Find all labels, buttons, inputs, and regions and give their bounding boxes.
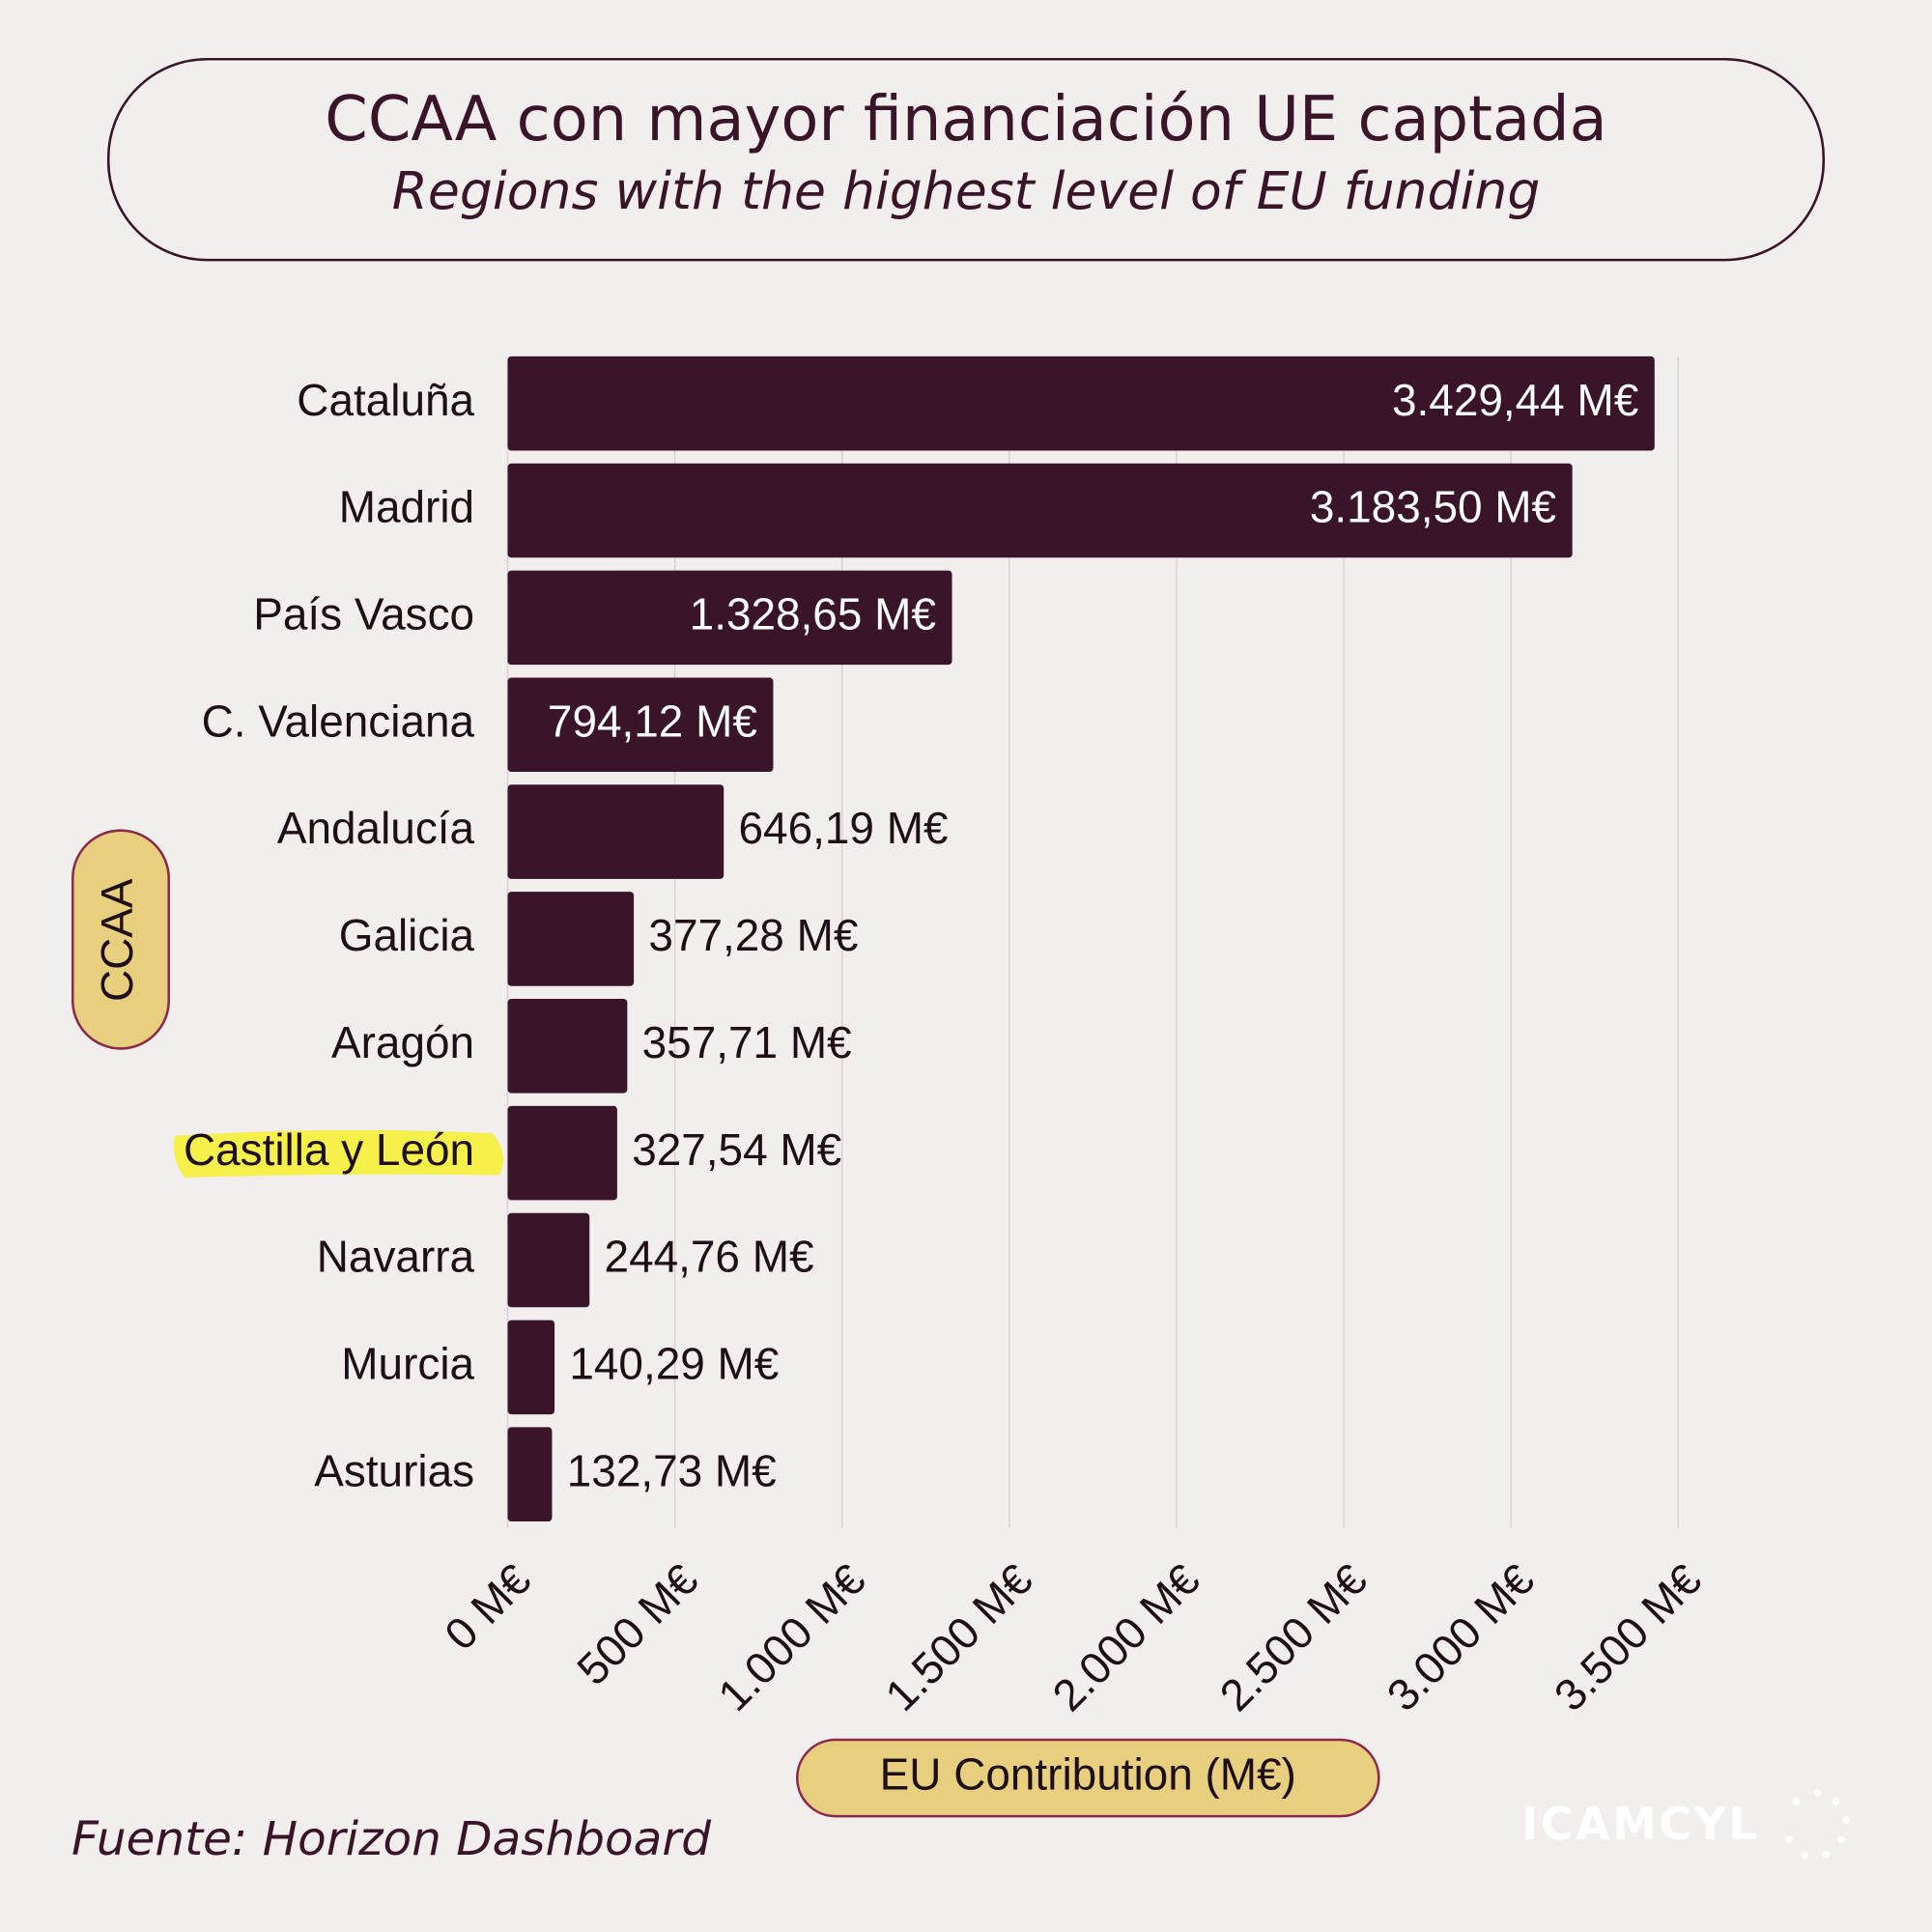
y-tick-label: Galicia — [339, 910, 475, 960]
value-label: 244,76 M€ — [605, 1232, 814, 1282]
y-tick-label: C. Valenciana — [202, 696, 475, 746]
chart-subtitle: Regions with the highest level of EU fun… — [392, 160, 1541, 221]
value-label: 140,29 M€ — [569, 1338, 779, 1388]
bar — [507, 784, 724, 879]
value-label: 646,19 M€ — [739, 803, 949, 853]
bar — [507, 892, 635, 986]
logo: ICAMCYL — [1521, 1798, 1759, 1850]
source: Fuente: Horizon Dashboard — [71, 1812, 711, 1866]
bar — [507, 355, 1655, 451]
bar — [507, 570, 952, 666]
value-label: 357,71 M€ — [642, 1017, 852, 1067]
value-label: 1.328,65 M€ — [690, 589, 936, 639]
y-tick-label: Madrid — [339, 482, 474, 532]
bar — [507, 677, 774, 773]
value-label: 3.429,44 M€ — [1392, 375, 1638, 425]
logo-dots — [1785, 1789, 1850, 1860]
bar — [507, 463, 1573, 558]
bar — [507, 1320, 555, 1415]
bar — [507, 1212, 590, 1308]
y-tick-label: Asturias — [314, 1445, 474, 1495]
bar — [507, 1427, 553, 1521]
y-tick-label: Cataluña — [297, 375, 474, 425]
value-label: 377,28 M€ — [648, 910, 858, 960]
value-label: 3.183,50 M€ — [1310, 482, 1556, 532]
y-tick-label: País Vasco — [253, 589, 474, 639]
chart-title: CCAA con mayor financiación UE captada — [325, 84, 1606, 156]
x-axis-label: EU Contribution (M€) — [880, 1749, 1296, 1800]
title-box — [106, 57, 1826, 262]
y-tick-label: Aragón — [331, 1017, 474, 1067]
bar — [507, 999, 628, 1094]
y-tick-label: Murcia — [341, 1338, 474, 1388]
y-tick-label: Andalucía — [277, 803, 475, 853]
value-label: 794,12 M€ — [548, 696, 757, 746]
value-label: 132,73 M€ — [567, 1445, 777, 1495]
highlight — [173, 1129, 504, 1179]
bar — [507, 1105, 617, 1201]
y-label-pill — [71, 829, 171, 1050]
y-tick-label: Navarra — [317, 1232, 475, 1282]
value-label: 327,54 M€ — [632, 1124, 841, 1175]
y-axis-label: CCAA — [92, 878, 142, 1002]
x-label-pill — [795, 1738, 1380, 1818]
y-tick-label: Castilla y León — [184, 1124, 474, 1175]
